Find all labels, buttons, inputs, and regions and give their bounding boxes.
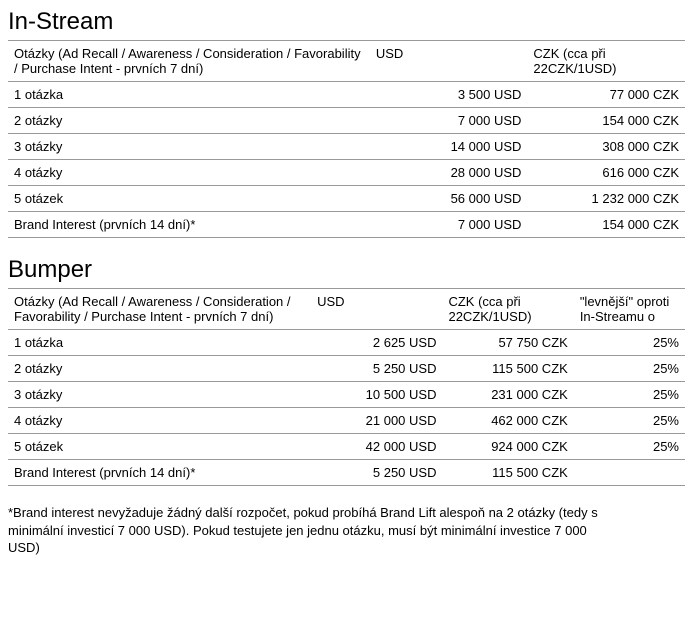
- table-row: 5 otázek 56 000 USD 1 232 000 CZK: [8, 186, 685, 212]
- row-usd: 14 000 USD: [370, 134, 528, 160]
- col-header-usd: USD: [311, 289, 442, 330]
- row-czk: 616 000 CZK: [527, 160, 685, 186]
- col-header-questions: Otázky (Ad Recall / Awareness / Consider…: [8, 289, 311, 330]
- row-czk: 115 500 CZK: [442, 356, 573, 382]
- row-label: 4 otázky: [8, 408, 311, 434]
- col-header-czk: CZK (cca při 22CZK/1USD): [527, 41, 685, 82]
- table-row: Brand Interest (prvních 14 dní)* 7 000 U…: [8, 212, 685, 238]
- row-czk: 115 500 CZK: [442, 460, 573, 486]
- row-usd: 10 500 USD: [311, 382, 442, 408]
- row-label: 5 otázek: [8, 186, 370, 212]
- in-stream-title: In-Stream: [8, 8, 685, 36]
- table-row: 2 otázky 7 000 USD 154 000 CZK: [8, 108, 685, 134]
- footnote-text: *Brand interest nevyžaduje žádný další r…: [8, 504, 598, 557]
- col-header-questions: Otázky (Ad Recall / Awareness / Consider…: [8, 41, 370, 82]
- table-row: 4 otázky 28 000 USD 616 000 CZK: [8, 160, 685, 186]
- in-stream-section: In-Stream Otázky (Ad Recall / Awareness …: [8, 8, 685, 238]
- row-cheaper: 25%: [574, 330, 685, 356]
- row-cheaper: 25%: [574, 408, 685, 434]
- row-czk: 231 000 CZK: [442, 382, 573, 408]
- bumper-title: Bumper: [8, 256, 685, 284]
- row-czk: 462 000 CZK: [442, 408, 573, 434]
- row-cheaper: 25%: [574, 356, 685, 382]
- row-czk: 1 232 000 CZK: [527, 186, 685, 212]
- table-header-row: Otázky (Ad Recall / Awareness / Consider…: [8, 289, 685, 330]
- row-cheaper: [574, 460, 685, 486]
- row-usd: 2 625 USD: [311, 330, 442, 356]
- row-cheaper: 25%: [574, 434, 685, 460]
- table-row: 4 otázky 21 000 USD 462 000 CZK 25%: [8, 408, 685, 434]
- table-header-row: Otázky (Ad Recall / Awareness / Consider…: [8, 41, 685, 82]
- row-label: 3 otázky: [8, 134, 370, 160]
- row-label: 3 otázky: [8, 382, 311, 408]
- col-header-cheaper: "levnější" oproti In-Streamu o: [574, 289, 685, 330]
- table-row: Brand Interest (prvních 14 dní)* 5 250 U…: [8, 460, 685, 486]
- row-usd: 5 250 USD: [311, 356, 442, 382]
- row-czk: 57 750 CZK: [442, 330, 573, 356]
- table-row: 3 otázky 14 000 USD 308 000 CZK: [8, 134, 685, 160]
- table-row: 1 otázka 3 500 USD 77 000 CZK: [8, 82, 685, 108]
- row-label: Brand Interest (prvních 14 dní)*: [8, 212, 370, 238]
- row-usd: 5 250 USD: [311, 460, 442, 486]
- row-usd: 3 500 USD: [370, 82, 528, 108]
- bumper-section: Bumper Otázky (Ad Recall / Awareness / C…: [8, 256, 685, 486]
- row-usd: 7 000 USD: [370, 212, 528, 238]
- row-label: 1 otázka: [8, 82, 370, 108]
- table-row: 1 otázka 2 625 USD 57 750 CZK 25%: [8, 330, 685, 356]
- row-label: Brand Interest (prvních 14 dní)*: [8, 460, 311, 486]
- row-czk: 77 000 CZK: [527, 82, 685, 108]
- table-row: 2 otázky 5 250 USD 115 500 CZK 25%: [8, 356, 685, 382]
- bumper-table: Otázky (Ad Recall / Awareness / Consider…: [8, 288, 685, 486]
- table-row: 5 otázek 42 000 USD 924 000 CZK 25%: [8, 434, 685, 460]
- row-label: 5 otázek: [8, 434, 311, 460]
- row-label: 2 otázky: [8, 108, 370, 134]
- col-header-usd: USD: [370, 41, 528, 82]
- row-czk: 154 000 CZK: [527, 108, 685, 134]
- row-usd: 21 000 USD: [311, 408, 442, 434]
- row-czk: 154 000 CZK: [527, 212, 685, 238]
- row-cheaper: 25%: [574, 382, 685, 408]
- row-czk: 308 000 CZK: [527, 134, 685, 160]
- row-label: 1 otázka: [8, 330, 311, 356]
- in-stream-table: Otázky (Ad Recall / Awareness / Consider…: [8, 40, 685, 238]
- row-usd: 7 000 USD: [370, 108, 528, 134]
- row-label: 4 otázky: [8, 160, 370, 186]
- row-czk: 924 000 CZK: [442, 434, 573, 460]
- col-header-czk: CZK (cca při 22CZK/1USD): [442, 289, 573, 330]
- row-usd: 28 000 USD: [370, 160, 528, 186]
- row-usd: 56 000 USD: [370, 186, 528, 212]
- row-label: 2 otázky: [8, 356, 311, 382]
- table-row: 3 otázky 10 500 USD 231 000 CZK 25%: [8, 382, 685, 408]
- row-usd: 42 000 USD: [311, 434, 442, 460]
